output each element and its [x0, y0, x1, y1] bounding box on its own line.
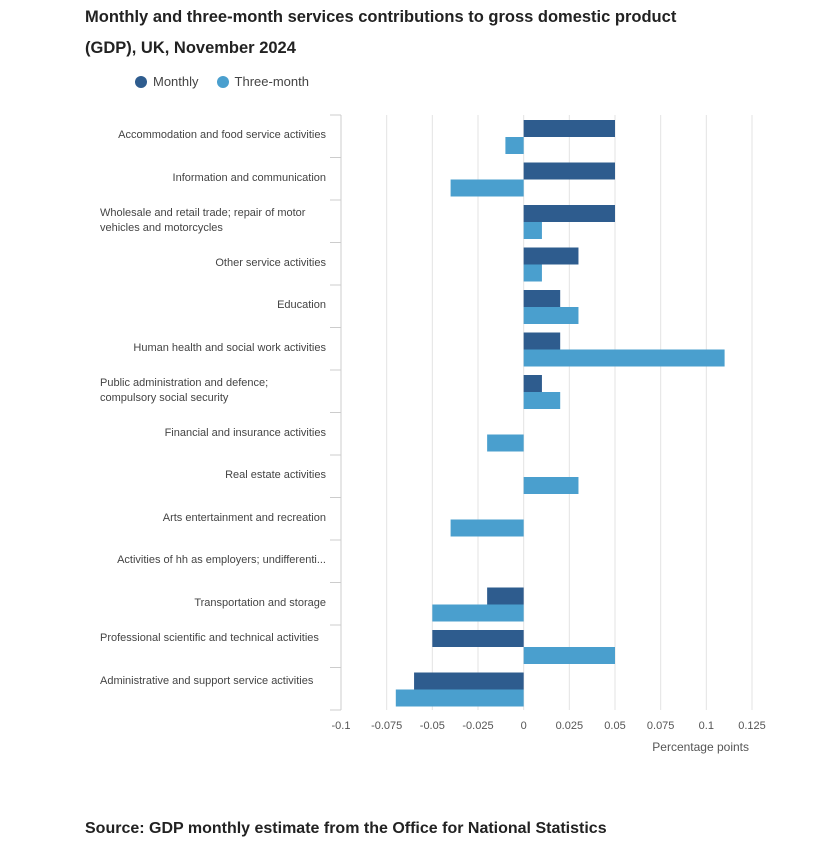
bar-three-month-4 [523, 307, 579, 324]
x-tick-label-1: -0.075 [371, 720, 402, 732]
x-tick-label-8: 0.1 [699, 720, 714, 732]
bar-monthly-2 [523, 205, 615, 222]
bar-three-month-5 [523, 349, 725, 367]
x-tick-label-6: 0.05 [604, 720, 625, 732]
bar-three-month-1 [450, 179, 524, 197]
source-note: Source: GDP monthly estimate from the Of… [85, 820, 607, 837]
bar-monthly-4 [523, 290, 561, 307]
bar-three-month-2 [523, 222, 542, 239]
x-tick-label-4: 0 [521, 720, 527, 732]
legend: Monthly Three-month [135, 74, 309, 89]
x-tick-label-2: -0.05 [420, 720, 445, 732]
bar-three-month-9 [450, 519, 524, 537]
bar-monthly-13 [414, 672, 524, 690]
bar-monthly-12 [432, 630, 524, 647]
bar-three-month-3 [523, 264, 542, 282]
legend-label-monthly: Monthly [153, 74, 199, 89]
legend-label-three-month: Three-month [234, 74, 309, 89]
bar-monthly-1 [523, 162, 615, 180]
legend-swatch-monthly [135, 75, 147, 88]
bar-monthly-5 [523, 332, 561, 350]
legend-item-three-month[interactable]: Three-month [216, 74, 309, 89]
bar-monthly-3 [523, 247, 579, 265]
bar-monthly-0 [523, 120, 615, 137]
chart-title: Monthly and three-month services contrib… [85, 8, 677, 57]
x-axis-label: Percentage points [652, 740, 749, 754]
bar-three-month-7 [487, 434, 524, 452]
bar-three-month-0 [505, 137, 524, 154]
bar-three-month-6 [523, 392, 561, 409]
x-tick-label-0: -0.1 [332, 720, 351, 732]
x-tick-label-9: 0.125 [738, 720, 766, 732]
bar-monthly-11 [487, 587, 524, 605]
bar-three-month-8 [523, 477, 579, 494]
x-tick-label-5: 0.025 [556, 720, 584, 732]
bar-three-month-12 [523, 647, 615, 664]
x-tick-label-3: -0.025 [462, 720, 493, 732]
x-tick-label-7: 0.075 [647, 720, 675, 732]
bar-monthly-6 [523, 375, 542, 392]
legend-item-monthly[interactable]: Monthly [135, 74, 199, 89]
legend-swatch-three-month [216, 75, 229, 88]
bar-three-month-13 [395, 689, 524, 707]
bar-three-month-11 [432, 604, 524, 622]
